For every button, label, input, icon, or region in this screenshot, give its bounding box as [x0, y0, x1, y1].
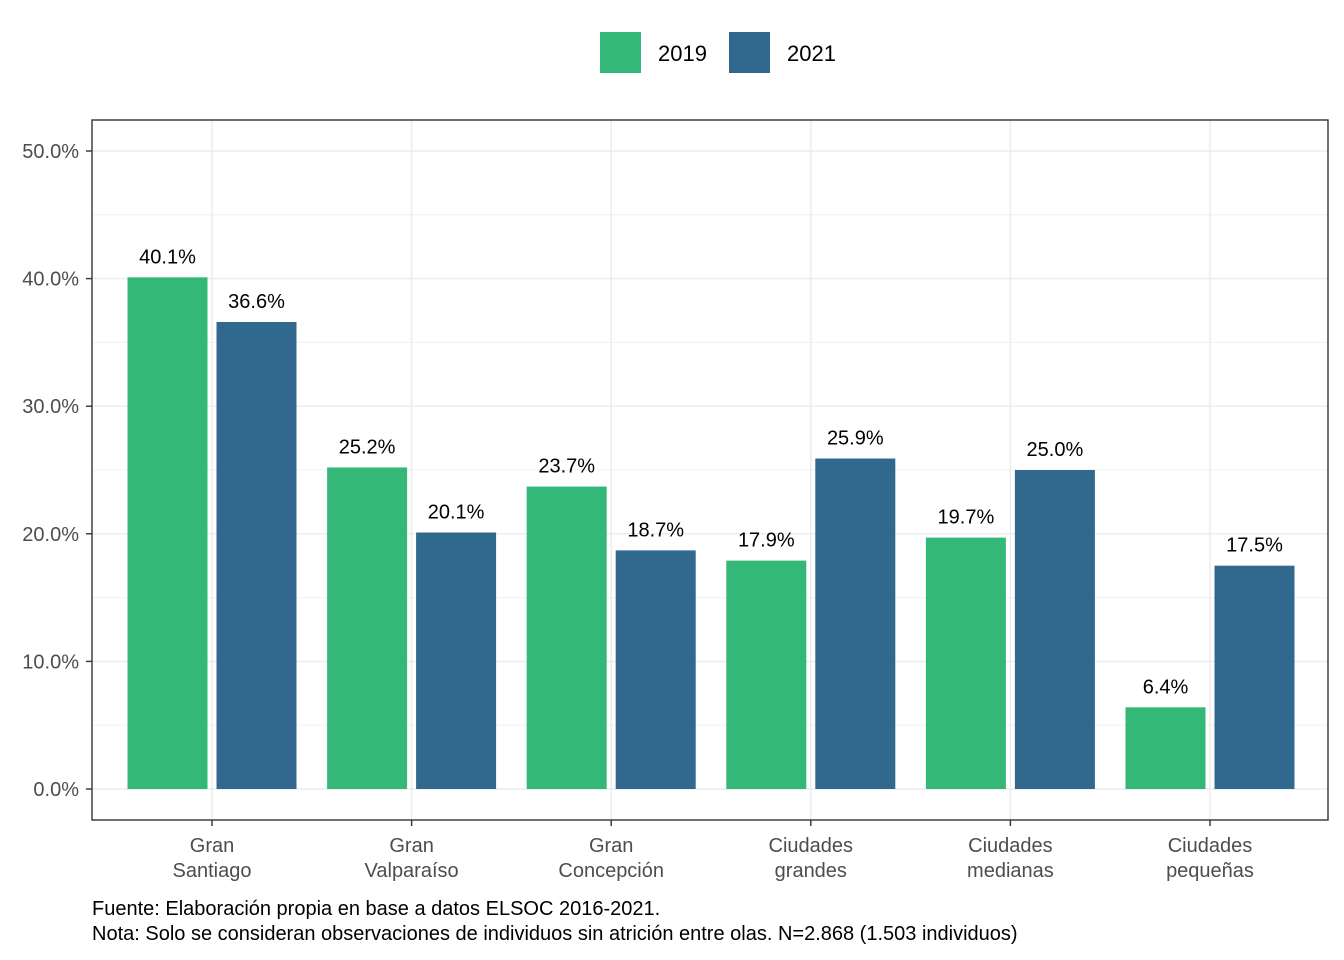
data-label: 36.6%: [228, 291, 285, 313]
legend-key-2019: [600, 32, 641, 73]
caption-note: Nota: Solo se consideran observaciones d…: [92, 923, 1018, 945]
x-tick-label: Ciudades: [1168, 835, 1253, 857]
data-label: 19.7%: [938, 507, 995, 529]
x-tick-label: Gran: [190, 835, 234, 857]
data-label: 23.7%: [538, 456, 595, 478]
x-axis: Gran Santiago Gran Valparaíso Gran Concepción…: [173, 820, 1254, 882]
data-label: 25.2%: [339, 436, 396, 458]
x-tick-label: grandes: [775, 860, 847, 882]
caption-source: Fuente: Elaboración propia en base a dat…: [92, 898, 661, 920]
bars: [127, 277, 1295, 789]
plot-panel: [91, 119, 1329, 821]
data-label: 25.9%: [827, 428, 884, 450]
x-tick-label: medianas: [967, 860, 1054, 882]
legend-label-2019: 2019: [658, 41, 707, 66]
x-tick-label: pequeñas: [1166, 860, 1254, 882]
chart-caption: Fuente: Elaboración propia en base a dat…: [92, 897, 1018, 947]
bar-2021: [615, 550, 696, 789]
bar-2019: [327, 467, 408, 789]
panel-border: [91, 119, 1329, 821]
bar-2021: [815, 458, 896, 789]
y-tick-label: 30.0%: [22, 396, 79, 418]
y-tick-label: 40.0%: [22, 269, 79, 291]
y-tick-label: 20.0%: [22, 524, 79, 546]
data-label: 17.9%: [738, 530, 795, 552]
data-label: 6.4%: [1143, 676, 1189, 698]
legend-key-2021: [729, 32, 770, 73]
bar-2021: [216, 321, 297, 789]
x-tick-label: Concepción: [558, 860, 664, 882]
data-label: 25.0%: [1027, 439, 1084, 461]
x-tick-label: Ciudades: [968, 835, 1053, 857]
y-tick-label: 50.0%: [22, 141, 79, 163]
bar-2019: [726, 560, 807, 789]
bar-2021: [416, 532, 497, 789]
y-axis: 0.0% 10.0% 20.0% 30.0% 40.0% 50.0%: [22, 141, 92, 801]
y-tick-label: 0.0%: [33, 779, 79, 801]
data-labels: 40.1% 36.6% 25.2% 20.1% 23.7% 18.7% 17.9% 25.9%…: [139, 246, 1283, 698]
x-tick-label: Valparaíso: [365, 860, 459, 882]
x-tick-label: Gran: [589, 835, 633, 857]
legend-label-2021: 2021: [787, 41, 836, 66]
x-tick-label: Ciudades: [769, 835, 854, 857]
bar-2021: [1214, 565, 1295, 789]
data-label: 17.5%: [1226, 535, 1283, 557]
y-tick-label: 10.0%: [22, 651, 79, 673]
bar-2021: [1014, 470, 1095, 789]
bar-2019: [1125, 707, 1206, 789]
data-label: 18.7%: [627, 519, 684, 541]
x-tick-label: Gran: [389, 835, 433, 857]
bar-2019: [127, 277, 208, 789]
data-label: 20.1%: [428, 502, 485, 524]
data-label: 40.1%: [139, 246, 196, 268]
bar-2019: [526, 486, 607, 789]
x-tick-label: Santiago: [173, 860, 252, 882]
bar-2019: [925, 537, 1006, 789]
legend: 2019 2021: [600, 32, 836, 73]
